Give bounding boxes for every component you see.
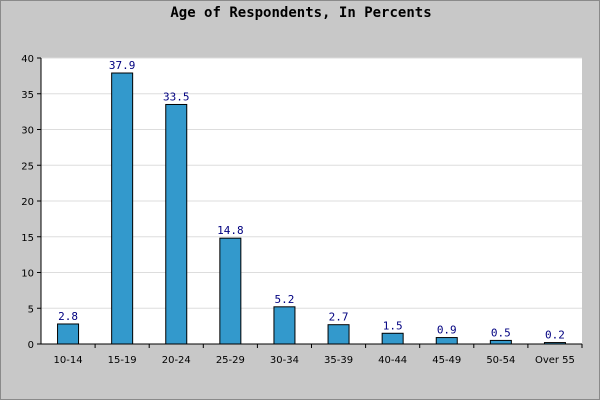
x-tick-label: 25-29 (216, 355, 245, 366)
data-label: 33.5 (163, 90, 190, 103)
x-tick-label: 35-39 (324, 355, 353, 366)
bar (327, 324, 350, 345)
x-tick-label: 20-24 (162, 355, 191, 366)
y-tick-label: 25 (21, 161, 34, 172)
data-label: 0.5 (491, 326, 511, 339)
y-tick-label: 35 (21, 90, 34, 101)
x-tick-label: 45-49 (432, 355, 461, 366)
x-tick-label: 40-44 (378, 355, 407, 366)
data-label: 1.5 (383, 319, 403, 332)
y-tick-label: 0 (28, 340, 34, 351)
data-label: 37.9 (109, 59, 136, 72)
data-label: 14.8 (217, 224, 244, 237)
y-tick-label: 20 (21, 197, 34, 208)
chart-title: Age of Respondents, In Percents (170, 5, 432, 21)
bar (273, 306, 296, 345)
bar (111, 72, 134, 345)
data-label: 5.2 (275, 293, 295, 306)
y-tick-label: 15 (21, 233, 34, 244)
y-tick-label: 5 (28, 304, 34, 315)
bar (381, 332, 404, 345)
y-tick-label: 30 (21, 126, 34, 137)
bar (489, 339, 512, 345)
data-label: 0.9 (437, 324, 457, 337)
bar (435, 337, 458, 345)
y-tick-label: 10 (21, 269, 34, 280)
x-tick-label: 50-54 (486, 355, 515, 366)
bar (543, 342, 566, 345)
x-tick-label: Over 55 (535, 355, 575, 366)
y-tick-label: 40 (21, 54, 34, 65)
x-tick-label: 30-34 (270, 355, 299, 366)
x-tick-label: 15-19 (108, 355, 137, 366)
bar (219, 237, 242, 345)
data-label: 2.8 (58, 310, 78, 323)
bar (57, 323, 80, 345)
data-label: 2.7 (329, 311, 349, 324)
x-tick-label: 10-14 (54, 355, 83, 366)
bar (165, 103, 188, 345)
data-label: 0.2 (545, 329, 565, 342)
